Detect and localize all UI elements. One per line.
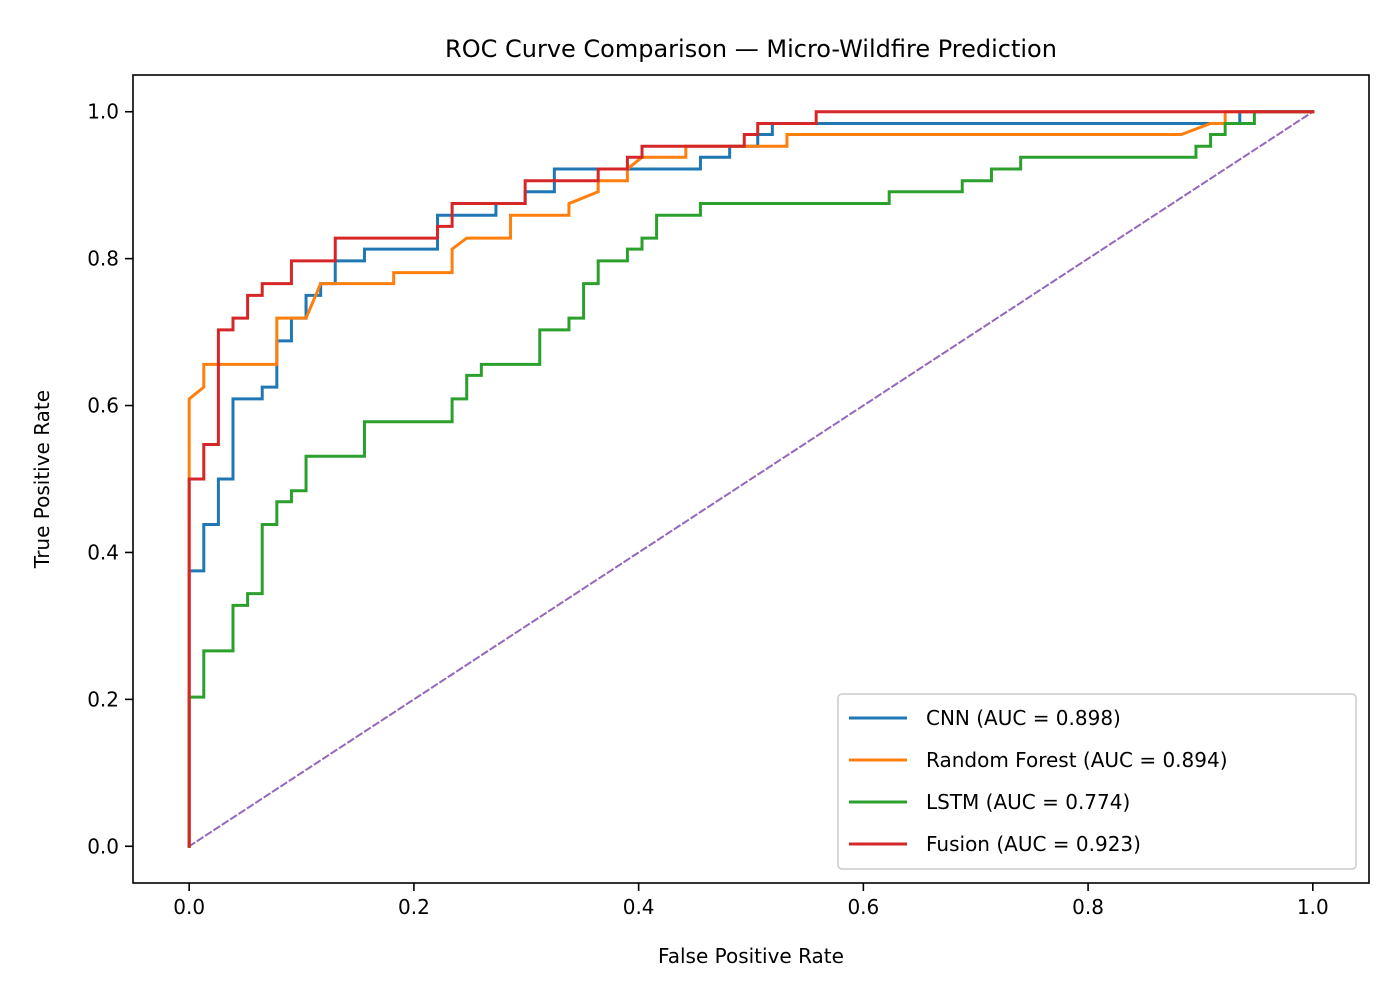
y-tick-label: 0.4 — [87, 540, 119, 564]
x-axis-ticks: 0.0 0.2 0.4 0.6 0.8 1.0 — [173, 883, 1329, 919]
chart-title: ROC Curve Comparison — Micro-Wildfire Pr… — [445, 35, 1057, 63]
x-axis-label: False Positive Rate — [658, 944, 844, 968]
legend-label-cnn: CNN (AUC = 0.898) — [926, 706, 1121, 730]
y-tick-label: 1.0 — [87, 100, 119, 124]
y-axis-label: True Positive Rate — [30, 390, 54, 569]
x-tick-label: 0.0 — [173, 895, 205, 919]
x-tick-label: 0.6 — [847, 895, 879, 919]
lstm-line — [187, 110, 1315, 848]
y-axis-ticks: 0.0 0.2 0.4 0.6 0.8 1.0 — [87, 100, 133, 858]
y-tick-label: 0.2 — [87, 687, 119, 711]
plot-frame — [132, 74, 1370, 884]
x-tick-label: 0.4 — [623, 895, 655, 919]
fusion-line — [187, 110, 1315, 848]
legend-label-lstm: LSTM (AUC = 0.774) — [926, 790, 1130, 814]
x-tick-label: 0.2 — [398, 895, 430, 919]
x-tick-label: 1.0 — [1297, 895, 1329, 919]
y-tick-label: 0.0 — [87, 834, 119, 858]
reference-diagonal-line — [187, 110, 1315, 848]
random-forest-line — [187, 110, 1315, 848]
legend: CNN (AUC = 0.898) Random Forest (AUC = 0.… — [837, 693, 1357, 870]
series-layer — [187, 110, 1315, 848]
y-tick-label: 0.8 — [87, 247, 119, 271]
x-tick-label: 0.8 — [1072, 895, 1104, 919]
legend-entries: CNN (AUC = 0.898) Random Forest (AUC = 0.… — [849, 706, 1228, 856]
legend-label-random-forest: Random Forest (AUC = 0.894) — [926, 748, 1228, 772]
legend-label-fusion: Fusion (AUC = 0.923) — [926, 832, 1141, 856]
legend-box — [837, 693, 1357, 870]
y-tick-label: 0.6 — [87, 394, 119, 418]
